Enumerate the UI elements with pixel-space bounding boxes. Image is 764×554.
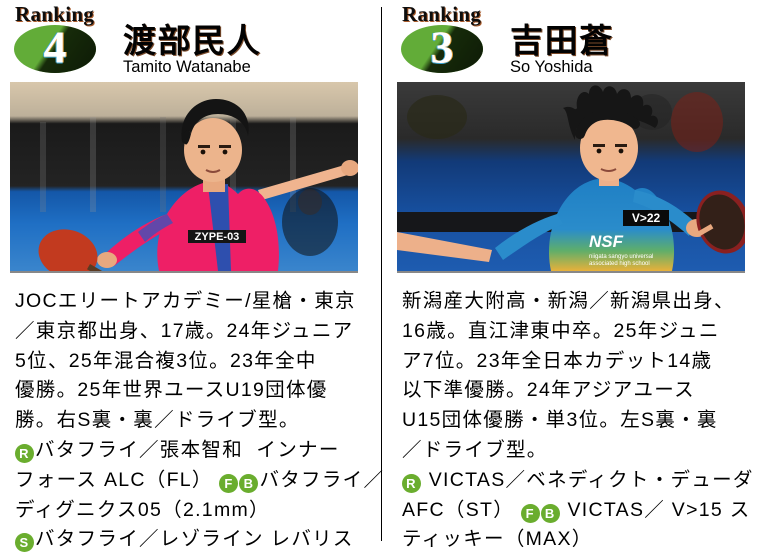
- svg-text:niigata sangyo universal: niigata sangyo universal: [589, 254, 653, 260]
- svg-text:associated high school: associated high school: [589, 261, 650, 267]
- svg-text:NSF: NSF: [589, 232, 624, 251]
- svg-text:ZYPE-03: ZYPE-03: [195, 231, 240, 243]
- svg-text:V>22: V>22: [632, 211, 661, 225]
